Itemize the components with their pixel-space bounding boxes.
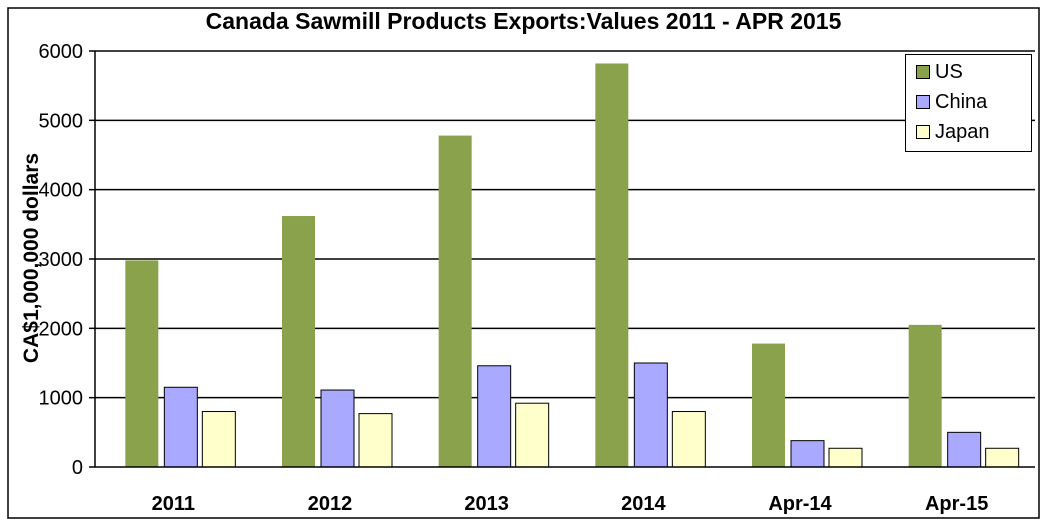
y-tick-label: 4000 (39, 180, 84, 202)
y-tick-label: 3000 (39, 249, 84, 271)
legend-swatch-us (916, 65, 930, 79)
bar-us-apr-14 (752, 343, 785, 467)
legend-item-japan: Japan (916, 119, 990, 145)
bar-china-2014 (633, 362, 668, 468)
x-tick-label: Apr-15 (925, 493, 988, 515)
bar-china-apr-14 (790, 440, 825, 468)
bar-japan-2013 (515, 402, 550, 468)
bar-japan-2014 (671, 411, 706, 468)
legend-item-us: US (916, 59, 963, 85)
legend-label-china: China (935, 90, 988, 113)
x-tick-label: 2013 (464, 493, 509, 515)
chart-title: Canada Sawmill Products Exports:Values 2… (205, 8, 842, 34)
y-tick-label: 2000 (39, 318, 84, 340)
bar-us-2013 (438, 135, 472, 467)
y-tick-label: 6000 (39, 41, 84, 63)
bar-china-2012 (320, 389, 355, 468)
legend-swatch-japan (916, 125, 930, 139)
legend-swatch-china (916, 95, 930, 109)
bar-china-2011 (163, 386, 198, 468)
y-tick-label: 1000 (39, 388, 84, 410)
bar-china-2013 (477, 365, 512, 468)
bar-japan-2012 (358, 413, 393, 468)
bar-us-2012 (282, 216, 315, 467)
bar-us-2014 (595, 63, 629, 467)
chart-legend: US China Japan (905, 54, 1032, 152)
x-tick-label: 2014 (621, 493, 666, 515)
y-tick-label: 0 (72, 457, 83, 479)
chart-border (7, 7, 1040, 519)
bar-japan-apr-15 (985, 447, 1020, 468)
x-tick-label: 2011 (152, 493, 195, 515)
x-tick-label: 2012 (308, 493, 353, 515)
bar-us-apr-15 (908, 324, 942, 467)
y-tick-label: 5000 (39, 110, 84, 132)
legend-label-japan: Japan (935, 120, 990, 143)
x-tick-label: Apr-14 (768, 493, 832, 515)
bar-china-apr-15 (947, 431, 982, 468)
legend-item-china: China (916, 89, 987, 115)
bar-us-2011 (125, 260, 159, 467)
bar-japan-apr-14 (828, 447, 863, 468)
legend-label-us: US (935, 60, 963, 83)
bar-japan-2011 (201, 411, 236, 468)
